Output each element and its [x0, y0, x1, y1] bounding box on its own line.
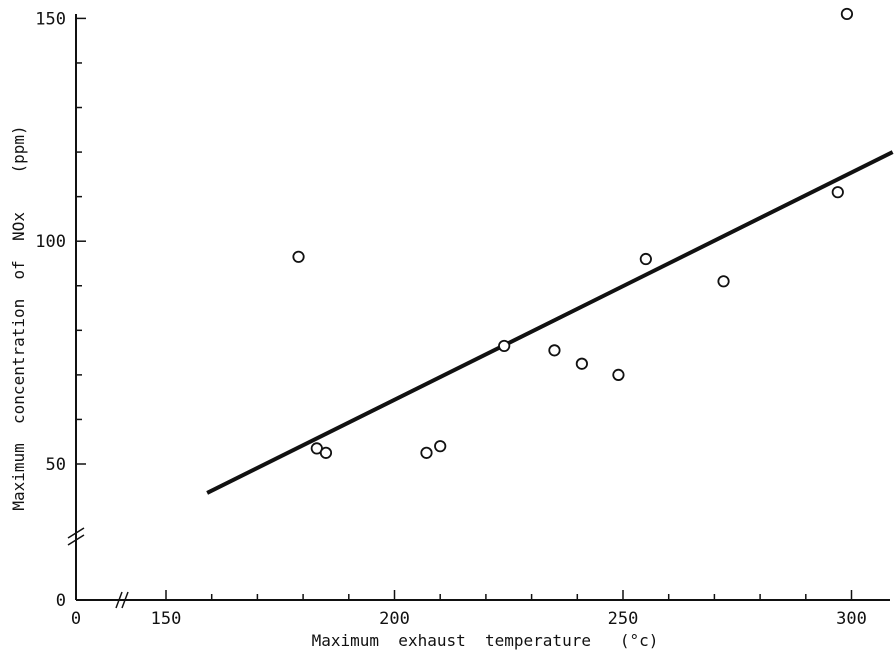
- x-tick-label: 300: [836, 609, 867, 629]
- data-point: [292, 250, 305, 263]
- data-point: [831, 186, 844, 199]
- x-tick-label: 250: [608, 609, 639, 629]
- data-point: [548, 344, 561, 357]
- x-tick-label: 200: [379, 609, 410, 629]
- data-point: [612, 368, 625, 381]
- data-point: [498, 339, 511, 353]
- y-axis-break-mark: [67, 534, 85, 546]
- ticks: 0 50 100 150 0 150 200 250 300: [35, 9, 867, 629]
- x-axis-label: Maximum exhaust temperature (°c): [312, 631, 659, 650]
- data-point: [420, 446, 433, 459]
- y-tick-label: 50: [46, 455, 66, 475]
- y-tick-label: 100: [35, 232, 66, 252]
- y-axis-label: Maximum concentration of NOx (ppm): [9, 125, 28, 510]
- data-point: [575, 357, 588, 370]
- data-point: [319, 446, 333, 459]
- data-point: [639, 252, 652, 266]
- data-points: [292, 7, 854, 459]
- x-axis-break-mark: [121, 591, 129, 609]
- y-axis-break-mark: [67, 527, 85, 539]
- axes: [67, 14, 890, 609]
- data-point: [840, 7, 854, 21]
- y-tick-label: 0: [56, 591, 66, 611]
- fit-line: [206, 150, 894, 495]
- data-point: [717, 275, 730, 288]
- y-tick-label: 150: [35, 9, 66, 29]
- x-tick-label: 0: [71, 609, 81, 629]
- fit-line-group: [206, 150, 894, 495]
- x-axis-break-mark: [115, 591, 123, 609]
- data-point: [434, 440, 447, 453]
- x-tick-label: 150: [151, 609, 182, 629]
